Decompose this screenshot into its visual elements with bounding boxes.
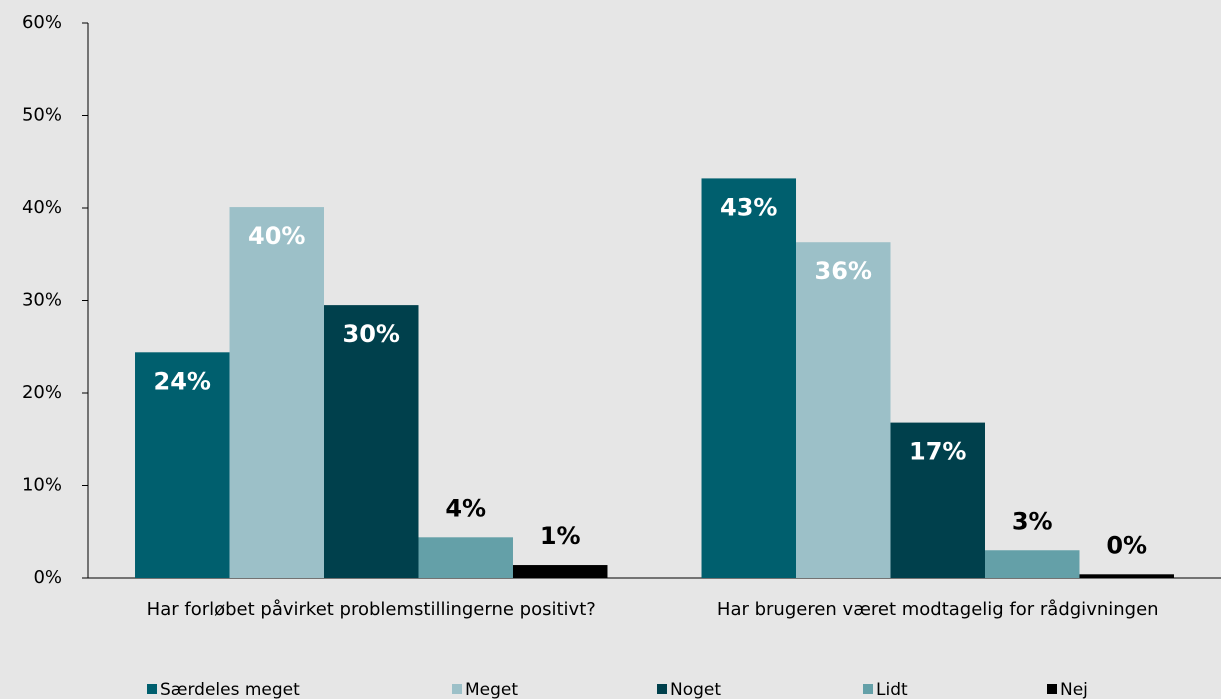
value-label: 36%: [815, 257, 872, 285]
legend-swatch: [1047, 684, 1057, 694]
bar: [984, 550, 1080, 578]
value-label: 43%: [720, 193, 777, 221]
legend-swatch: [452, 684, 462, 694]
value-label: 40%: [248, 222, 305, 250]
bar: [1079, 574, 1174, 578]
legend-label: Nej: [1060, 680, 1088, 699]
legend-label: Meget: [465, 680, 518, 699]
y-tick-label: 30%: [22, 290, 62, 311]
value-label: 24%: [154, 367, 211, 395]
legend-swatch: [863, 684, 873, 694]
value-label: 4%: [445, 494, 486, 522]
y-tick-label: 60%: [22, 12, 62, 33]
value-label: 17%: [909, 438, 966, 466]
legend-label: Særdeles meget: [160, 680, 300, 699]
value-label: 30%: [343, 320, 400, 348]
value-label: 3%: [1012, 507, 1053, 535]
legend-label: Lidt: [876, 680, 908, 699]
x-tick-label: Har brugeren været modtagelig for rådgiv…: [717, 599, 1159, 620]
legend-label: Noget: [670, 680, 721, 699]
bar: [796, 242, 891, 578]
value-label: 0%: [1106, 531, 1147, 559]
value-label: 1%: [540, 522, 581, 550]
y-tick-label: 10%: [22, 475, 62, 496]
legend-swatch: [657, 684, 667, 694]
y-tick-label: 40%: [22, 197, 62, 218]
bar: [135, 352, 230, 578]
legend-swatch: [147, 684, 157, 694]
x-tick-label: Har forløbet påvirket problemstillingern…: [147, 599, 596, 620]
bar: [418, 537, 513, 578]
y-tick-label: 0%: [33, 567, 62, 588]
bar: [512, 565, 608, 578]
y-tick-label: 20%: [22, 382, 62, 403]
bar: [701, 178, 797, 578]
bar: [890, 422, 985, 578]
bar: [229, 207, 325, 578]
y-tick-label: 50%: [22, 105, 62, 126]
bar: [324, 305, 419, 578]
